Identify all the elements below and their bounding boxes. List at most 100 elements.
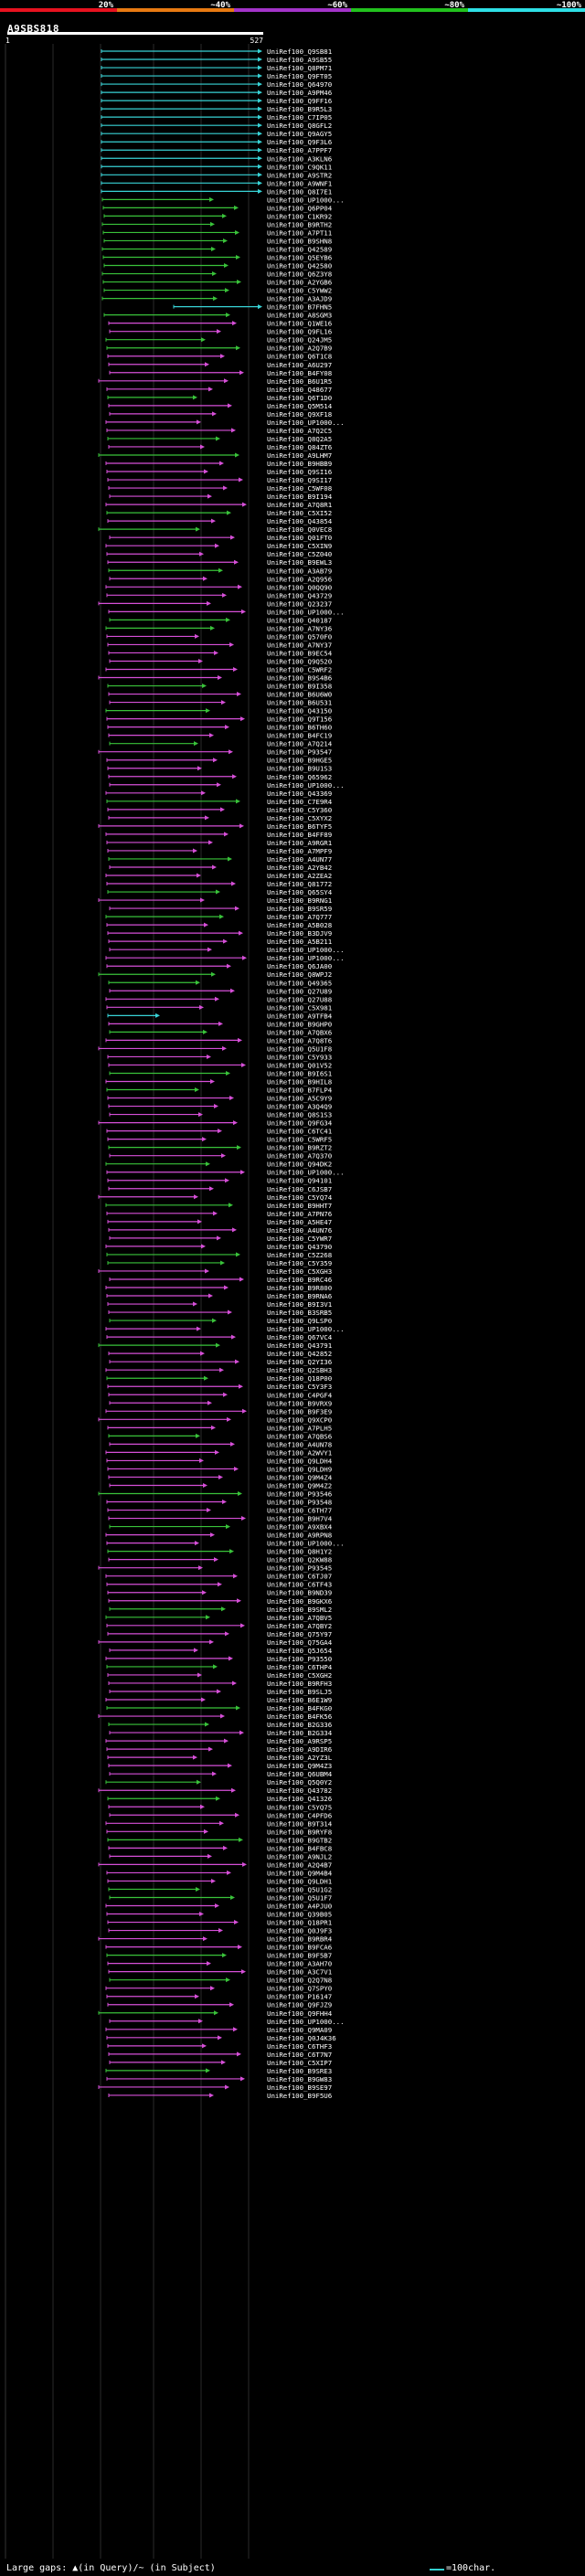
- hit-id[interactable]: UniRef100_B9HHT7: [267, 1202, 332, 1210]
- hit-id[interactable]: UniRef100_A7MPF9: [267, 847, 332, 855]
- hit-id[interactable]: UniRef100_Q9SB81: [267, 48, 332, 56]
- hit-id[interactable]: UniRef100_B9SML2: [267, 1606, 332, 1614]
- hit-id[interactable]: UniRef100_C6TF43: [267, 1581, 332, 1589]
- hit-id[interactable]: UniRef100_A7PLH5: [267, 1424, 332, 1432]
- hit-id[interactable]: UniRef100_Q9FT05: [267, 72, 332, 80]
- hit-id[interactable]: UniRef100_B9GHP0: [267, 1020, 332, 1028]
- hit-id[interactable]: UniRef100_A9TFB4: [267, 1012, 333, 1020]
- hit-id[interactable]: UniRef100_Q9Q520: [267, 657, 332, 665]
- hit-id[interactable]: UniRef100_C6T7N7: [267, 2051, 332, 2059]
- hit-id[interactable]: UniRef100_B9SE97: [267, 2083, 332, 2092]
- hit-id[interactable]: UniRef100_A2Q7B9: [267, 345, 332, 353]
- hit-id[interactable]: UniRef100_Q24JM5: [267, 336, 332, 345]
- hit-id[interactable]: UniRef100_Q9FF16: [267, 97, 332, 105]
- hit-id[interactable]: UniRef100_Q41326: [267, 1795, 332, 1803]
- hit-id[interactable]: UniRef100_C4PGF4: [267, 1391, 333, 1399]
- hit-id[interactable]: UniRef100_B9I6S1: [267, 1069, 332, 1077]
- hit-id[interactable]: UniRef100_A9RPN8: [267, 1532, 332, 1540]
- hit-id[interactable]: UniRef100_C5X981: [267, 1003, 332, 1012]
- hit-id[interactable]: UniRef100_Q9SI16: [267, 468, 332, 476]
- hit-id[interactable]: UniRef100_UP1000...: [267, 954, 345, 962]
- hit-id[interactable]: UniRef100_Q43150: [267, 707, 332, 716]
- hit-id[interactable]: UniRef100_A9PM46: [267, 89, 332, 97]
- hit-id[interactable]: UniRef100_Q49365: [267, 979, 332, 987]
- hit-id[interactable]: UniRef100_A6U297: [267, 361, 332, 369]
- hit-id[interactable]: UniRef100_Q9LDH4: [267, 1457, 333, 1465]
- hit-id[interactable]: UniRef100_B9SRE3: [267, 2067, 332, 2075]
- hit-id[interactable]: UniRef100_B9HGE5: [267, 757, 332, 765]
- hit-id[interactable]: UniRef100_B9SR59: [267, 905, 332, 913]
- hit-id[interactable]: UniRef100_A2Q4B7: [267, 1860, 332, 1869]
- hit-id[interactable]: UniRef100_Q5U1F8: [267, 1044, 332, 1053]
- hit-id[interactable]: UniRef100_B3SRB5: [267, 1309, 332, 1317]
- hit-id[interactable]: UniRef100_C6TH77: [267, 1507, 332, 1515]
- hit-id[interactable]: UniRef100_C5XIP7: [267, 2059, 332, 2067]
- hit-id[interactable]: UniRef100_B6TYF5: [267, 822, 332, 831]
- hit-id[interactable]: UniRef100_Q18PR1: [267, 1919, 332, 1927]
- hit-id[interactable]: UniRef100_Q6Z3Y8: [267, 270, 332, 279]
- hit-id[interactable]: UniRef100_Q9M4Z2: [267, 1481, 332, 1489]
- hit-id[interactable]: UniRef100_P16147: [267, 1993, 332, 2001]
- hit-id[interactable]: UniRef100_A7QBX6: [267, 1028, 332, 1036]
- hit-id[interactable]: UniRef100_A2ZEA2: [267, 872, 332, 880]
- hit-id[interactable]: UniRef100_A7Q8R1: [267, 501, 332, 509]
- hit-id[interactable]: UniRef100_C5YQ75: [267, 1803, 332, 1811]
- hit-id[interactable]: UniRef100_A3AJD9: [267, 295, 332, 303]
- hit-id[interactable]: UniRef100_UP1000...: [267, 781, 345, 790]
- hit-id[interactable]: UniRef100_UP1000...: [267, 419, 345, 427]
- hit-id[interactable]: UniRef100_Q42580: [267, 262, 332, 270]
- hit-id[interactable]: UniRef100_Q43854: [267, 517, 333, 525]
- hit-id[interactable]: UniRef100_Q9T156: [267, 716, 332, 724]
- hit-id[interactable]: UniRef100_A9WNF1: [267, 179, 332, 187]
- hit-id[interactable]: UniRef100_Q8GFL2: [267, 122, 332, 130]
- hit-id[interactable]: UniRef100_B9VRX9: [267, 1399, 332, 1407]
- hit-id[interactable]: UniRef100_C7IP05: [267, 113, 332, 122]
- hit-id[interactable]: UniRef100_Q9XCP0: [267, 1415, 332, 1424]
- hit-id[interactable]: UniRef100_A2WVY1: [267, 1448, 332, 1457]
- hit-id[interactable]: UniRef100_A2Q956: [267, 575, 332, 583]
- hit-id[interactable]: UniRef100_B9F3E9: [267, 1407, 332, 1415]
- hit-id[interactable]: UniRef100_Q67VC4: [267, 1333, 333, 1341]
- hit-id[interactable]: UniRef100_B9ND39: [267, 1589, 332, 1597]
- hit-id[interactable]: UniRef100_Q8Q2A5: [267, 435, 332, 443]
- hit-id[interactable]: UniRef100_A8SGM3: [267, 312, 332, 320]
- hit-id[interactable]: UniRef100_C4PFD6: [267, 1811, 332, 1819]
- hit-id[interactable]: UniRef100_Q39B05: [267, 1911, 332, 1919]
- hit-id[interactable]: UniRef100_Q42589: [267, 245, 332, 253]
- hit-id[interactable]: UniRef100_P93547: [267, 748, 332, 757]
- hit-id[interactable]: UniRef100_Q6T1D0: [267, 394, 332, 402]
- hit-id[interactable]: UniRef100_A4UN77: [267, 855, 332, 864]
- hit-id[interactable]: UniRef100_B9RNA6: [267, 1292, 332, 1300]
- hit-id[interactable]: UniRef100_UP1000...: [267, 1169, 345, 1177]
- hit-id[interactable]: UniRef100_C6TC41: [267, 1128, 332, 1136]
- hit-id[interactable]: UniRef100_A3AB79: [267, 567, 332, 575]
- hit-id[interactable]: UniRef100_Q0J9F3: [267, 1927, 332, 1935]
- hit-id[interactable]: UniRef100_Q9FG34: [267, 1119, 333, 1128]
- hit-id[interactable]: UniRef100_C5Y360: [267, 806, 332, 814]
- hit-id[interactable]: UniRef100_B9F5B7: [267, 1952, 332, 1960]
- hit-id[interactable]: UniRef100_Q9FHH4: [267, 2009, 333, 2018]
- hit-id[interactable]: UniRef100_B4FF89: [267, 831, 332, 839]
- hit-id[interactable]: UniRef100_Q94101: [267, 1177, 332, 1185]
- hit-id[interactable]: UniRef100_C5WRF5: [267, 1136, 332, 1144]
- hit-id[interactable]: UniRef100_Q65SY4: [267, 888, 333, 896]
- hit-id[interactable]: UniRef100_B3DJV9: [267, 929, 332, 938]
- hit-id[interactable]: UniRef100_C5Y3F3: [267, 1383, 332, 1391]
- hit-id[interactable]: UniRef100_B9EWL3: [267, 558, 332, 567]
- hit-id[interactable]: UniRef100_UP1000...: [267, 1540, 345, 1548]
- hit-id[interactable]: UniRef100_Q01FT0: [267, 534, 332, 542]
- hit-id[interactable]: UniRef100_Q6PP04: [267, 204, 333, 212]
- hit-id[interactable]: UniRef100_B6E1W9: [267, 1696, 332, 1704]
- hit-id[interactable]: UniRef100_Q5U1G2: [267, 1885, 332, 1893]
- hit-id[interactable]: UniRef100_C5Y359: [267, 1259, 332, 1267]
- hit-id[interactable]: UniRef100_P93550: [267, 1655, 332, 1663]
- hit-id[interactable]: UniRef100_Q5Q0Y2: [267, 1778, 332, 1786]
- hit-id[interactable]: UniRef100_Q8H1Y2: [267, 1548, 332, 1556]
- hit-id[interactable]: UniRef100_B4FK56: [267, 1712, 332, 1721]
- hit-id[interactable]: UniRef100_Q2SBH3: [267, 1366, 332, 1374]
- hit-id[interactable]: UniRef100_B9T314: [267, 1819, 333, 1828]
- hit-id[interactable]: UniRef100_Q9M4B4: [267, 1869, 333, 1877]
- hit-id[interactable]: UniRef100_C5XGH3: [267, 1267, 332, 1276]
- hit-id[interactable]: UniRef100_C5Z040: [267, 550, 332, 558]
- hit-id[interactable]: UniRef100_C5XGH2: [267, 1671, 332, 1680]
